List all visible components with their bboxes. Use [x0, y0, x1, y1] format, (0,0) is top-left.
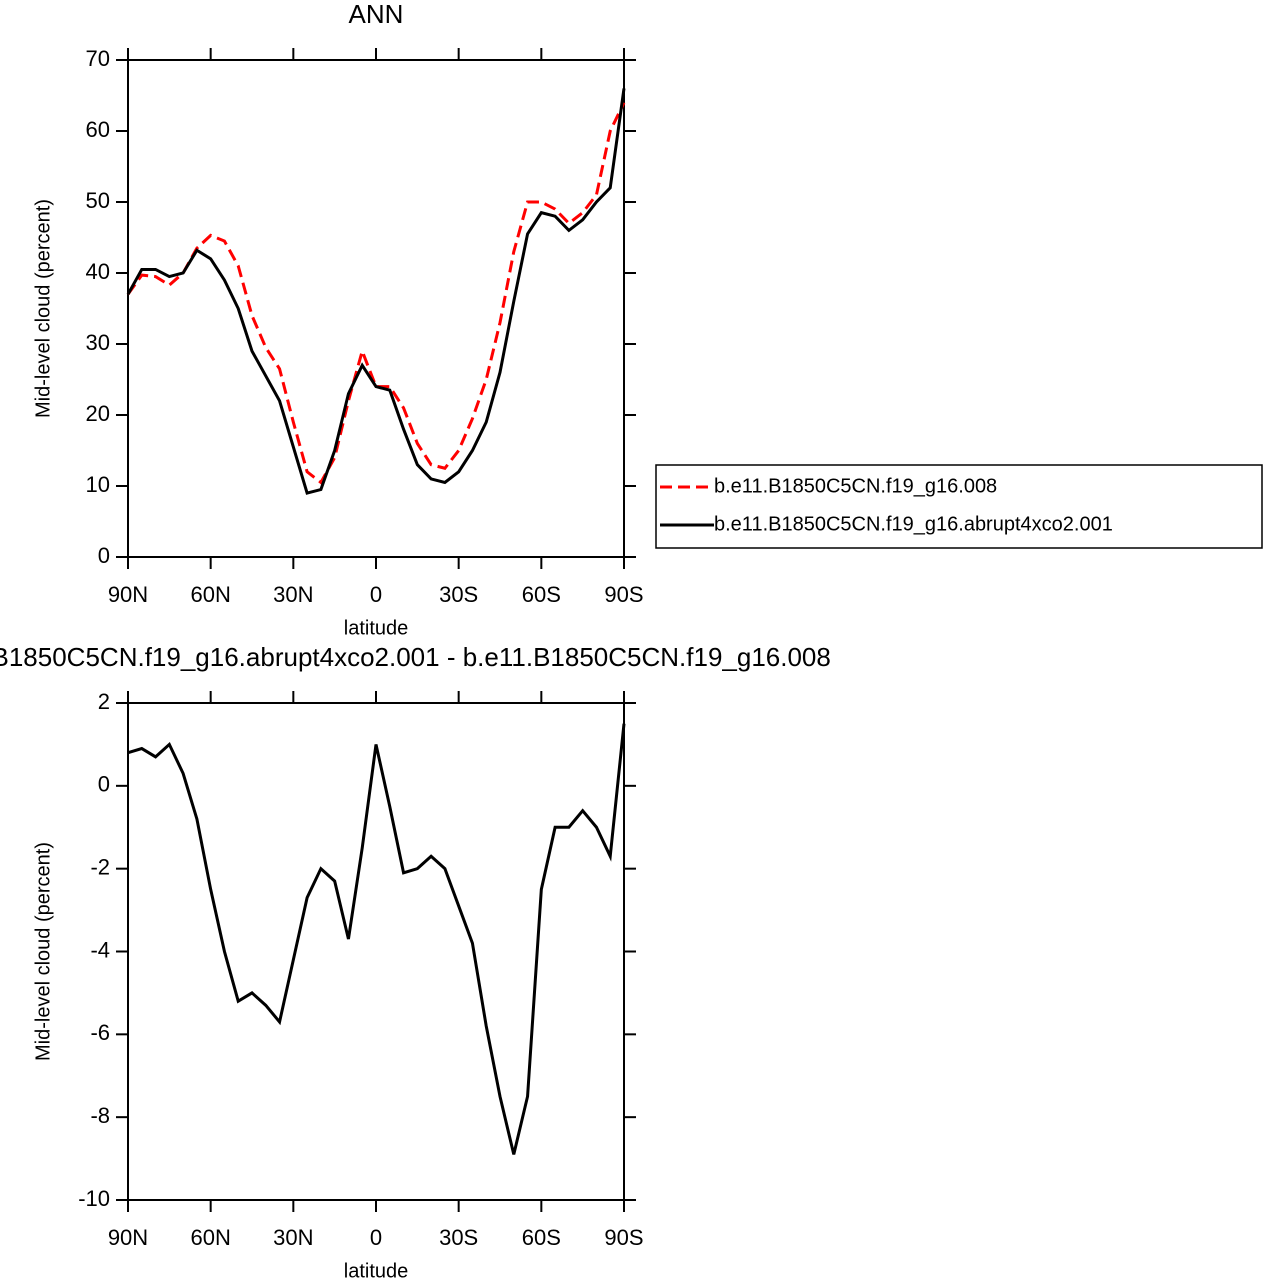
- x-tick-label: 30S: [439, 1225, 478, 1250]
- legend-label: b.e11.B1850C5CN.f19_g16.abrupt4xco2.001: [714, 513, 1113, 535]
- y-tick-label: -8: [90, 1103, 110, 1128]
- x-axis-label: latitude: [344, 1260, 409, 1282]
- data-line: [127, 723, 626, 1155]
- y-tick-label: 60: [86, 117, 110, 142]
- x-tick-label: 90N: [108, 582, 148, 607]
- y-axis-label: Mid-level cloud (percent): [32, 199, 54, 418]
- y-tick-label: 2: [98, 689, 110, 714]
- x-tick-label: 30N: [273, 582, 313, 607]
- plot-frame: [127, 702, 625, 1201]
- chart-title: b.e11.B1850C5CN.f19_g16.abrupt4xco2.001 …: [0, 642, 831, 672]
- x-tick-label: 90S: [604, 582, 643, 607]
- x-tick-label: 60N: [190, 1225, 230, 1250]
- legend-box: [655, 464, 1263, 549]
- x-tick-label: 0: [370, 582, 382, 607]
- x-tick-label: 90N: [108, 1225, 148, 1250]
- y-axis-label: Mid-level cloud (percent): [32, 842, 54, 1061]
- x-tick-label: 60S: [522, 582, 561, 607]
- x-tick-label: 90S: [604, 1225, 643, 1250]
- y-tick-label: -2: [90, 854, 110, 879]
- x-tick-label: 0: [370, 1225, 382, 1250]
- x-axis-label: latitude: [344, 617, 409, 639]
- y-tick-label: 10: [86, 472, 110, 497]
- x-tick-label: 60S: [522, 1225, 561, 1250]
- chart-title: ANN: [349, 0, 404, 29]
- x-tick-label: 30S: [439, 582, 478, 607]
- y-tick-label: 30: [86, 330, 110, 355]
- plot-frame: [127, 59, 625, 558]
- y-tick-label: -4: [90, 937, 110, 962]
- x-tick-label: 30N: [273, 1225, 313, 1250]
- y-tick-label: 20: [86, 401, 110, 426]
- y-tick-label: 70: [86, 46, 110, 71]
- y-tick-label: -6: [90, 1020, 110, 1045]
- y-tick-label: 0: [98, 772, 110, 797]
- data-line: [126, 101, 626, 485]
- data-line: [126, 88, 626, 495]
- legend-label: b.e11.B1850C5CN.f19_g16.008: [714, 475, 997, 497]
- x-tick-label: 60N: [190, 582, 230, 607]
- y-tick-label: 50: [86, 188, 110, 213]
- y-tick-label: 40: [86, 259, 110, 284]
- y-tick-label: -10: [78, 1186, 110, 1211]
- y-tick-label: 0: [98, 543, 110, 568]
